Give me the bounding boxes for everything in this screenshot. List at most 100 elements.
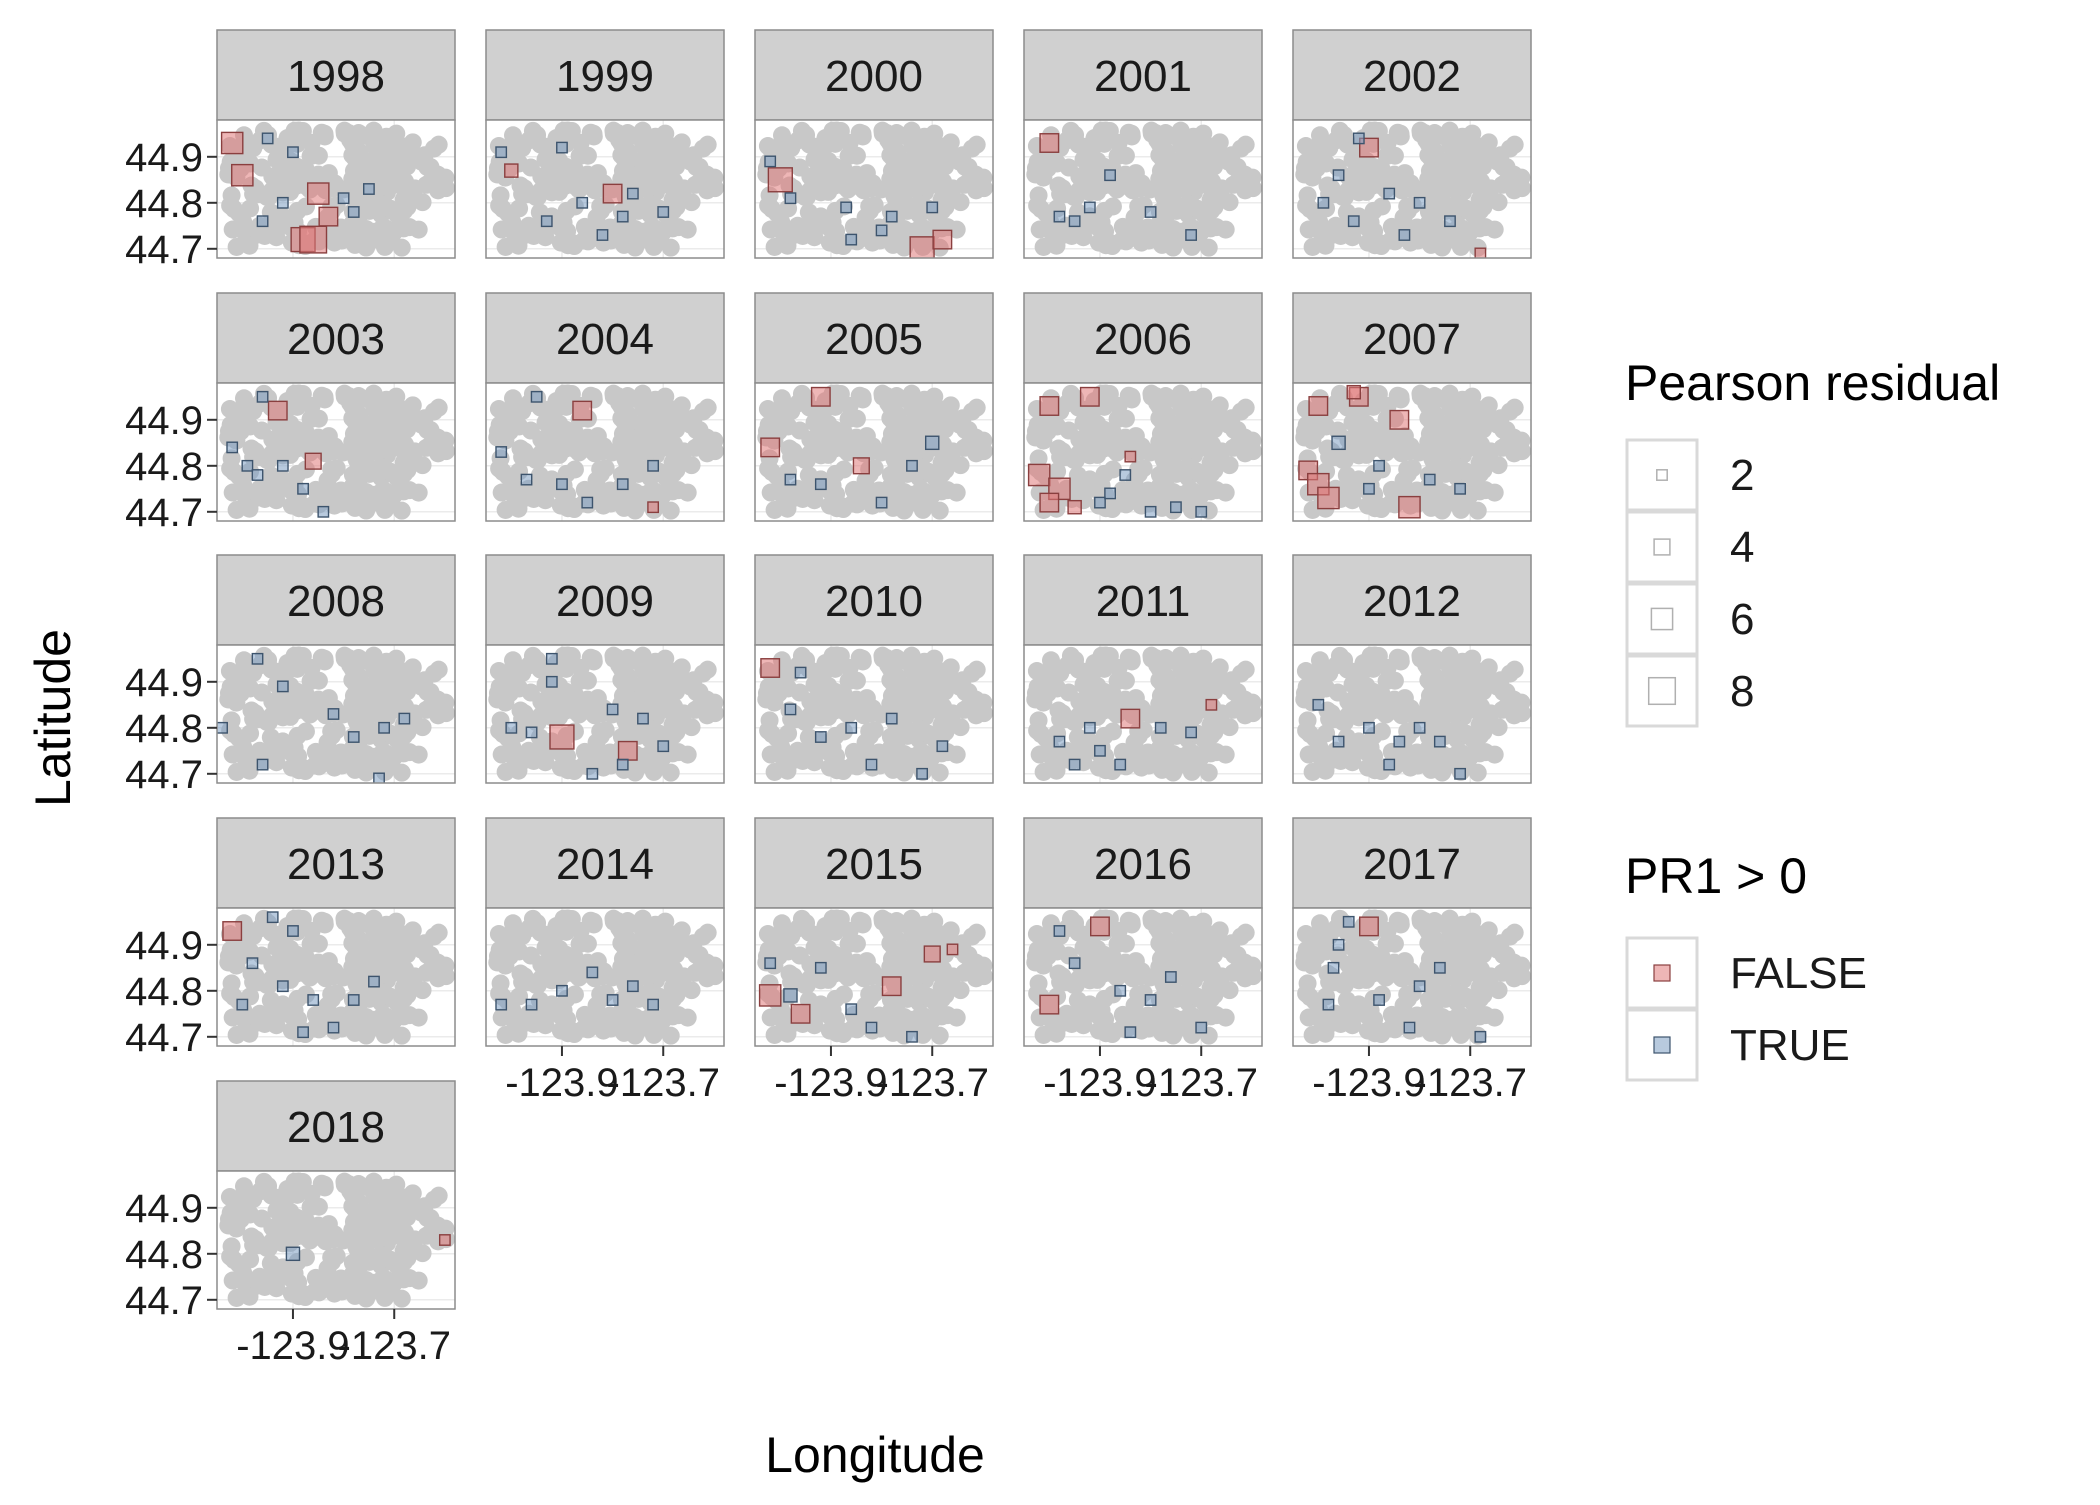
location-point (1345, 737, 1363, 755)
location-point (1295, 165, 1313, 183)
residual-point-true (1069, 759, 1079, 769)
location-point (572, 134, 590, 152)
location-point (757, 690, 775, 708)
location-point (376, 177, 394, 195)
location-point (392, 662, 410, 680)
location-point (778, 762, 796, 780)
location-point (1123, 173, 1141, 191)
location-point (1193, 683, 1211, 701)
residual-point-true (1414, 723, 1424, 733)
location-point (1501, 403, 1519, 421)
location-point (258, 188, 276, 206)
location-point (1392, 698, 1410, 716)
facet-label: 2012 (1363, 577, 1461, 626)
location-point (282, 964, 300, 982)
location-point (1221, 456, 1239, 474)
y-tick-label: 44.8 (125, 707, 203, 751)
residual-point-true (907, 461, 917, 471)
residual-point-true (628, 981, 638, 991)
location-point (626, 1008, 644, 1026)
location-point (1334, 713, 1352, 731)
location-point (288, 946, 306, 964)
location-point (502, 925, 520, 943)
location-point (350, 931, 368, 949)
location-point (395, 744, 413, 762)
location-point (414, 193, 432, 211)
location-point (801, 431, 819, 449)
location-point (1097, 761, 1115, 779)
residual-point-true (648, 461, 658, 471)
location-point (661, 662, 679, 680)
location-point (1232, 140, 1250, 158)
location-point (269, 212, 287, 230)
location-point (1316, 762, 1334, 780)
location-point (650, 725, 668, 743)
facet-label: 2001 (1094, 52, 1192, 101)
location-point (340, 649, 358, 667)
location-point (414, 981, 432, 999)
location-point (1471, 219, 1489, 237)
location-point (1147, 124, 1165, 142)
residual-point-true (658, 207, 668, 217)
location-point (1316, 237, 1334, 255)
facet-panel: 2006 (1024, 293, 1262, 521)
location-point (551, 176, 569, 194)
location-point (1062, 122, 1080, 140)
location-point (557, 421, 575, 439)
facet-panel: 2001 (1024, 30, 1262, 258)
location-point (967, 181, 985, 199)
facet-panel: 2011 (1024, 555, 1262, 783)
location-point (1416, 649, 1434, 667)
location-point (1183, 177, 1201, 195)
location-point (258, 976, 276, 994)
location-point (1110, 134, 1128, 152)
location-point (857, 733, 875, 751)
location-point (1117, 487, 1135, 505)
location-point (316, 961, 334, 979)
residual-point-false (222, 132, 243, 153)
residual-point-true (531, 392, 541, 402)
location-point (1317, 724, 1335, 742)
location-point (1364, 683, 1382, 701)
location-point (1202, 482, 1220, 500)
location-point (282, 439, 300, 457)
location-point (694, 665, 712, 683)
residual-point-true (1069, 216, 1079, 226)
facet-panel: 1999 (486, 30, 724, 258)
facet-panel: 2015-123.9-123.7 (755, 818, 993, 1105)
location-point (817, 654, 835, 672)
location-point (793, 647, 811, 665)
residual-point-true (217, 723, 227, 733)
location-point (429, 181, 447, 199)
location-point (386, 421, 404, 439)
location-point (357, 1008, 375, 1026)
location-point (1373, 197, 1391, 215)
residual-point-true (252, 470, 262, 480)
location-point (219, 690, 237, 708)
location-point (1505, 706, 1523, 724)
residual-point-true (227, 442, 237, 452)
residual-point-true (526, 727, 536, 737)
location-point (381, 463, 399, 481)
location-point (1468, 400, 1486, 418)
location-point (1327, 217, 1345, 235)
location-point (1199, 662, 1217, 680)
location-point (310, 1012, 328, 1030)
location-point (1164, 220, 1182, 238)
location-point (509, 1025, 527, 1043)
location-point (1392, 436, 1410, 454)
location-point (285, 1003, 303, 1021)
location-point (1150, 433, 1168, 451)
residual-point-true (607, 995, 617, 1005)
y-tick-label: 44.9 (125, 136, 203, 180)
facet-label: 2007 (1363, 315, 1461, 364)
location-point (297, 722, 315, 740)
location-point (841, 397, 859, 415)
residual-point-true (765, 156, 775, 166)
residual-point-true (846, 723, 856, 733)
location-point (793, 122, 811, 140)
location-point (263, 168, 281, 186)
location-point (233, 662, 251, 680)
residual-point-true (577, 198, 587, 208)
